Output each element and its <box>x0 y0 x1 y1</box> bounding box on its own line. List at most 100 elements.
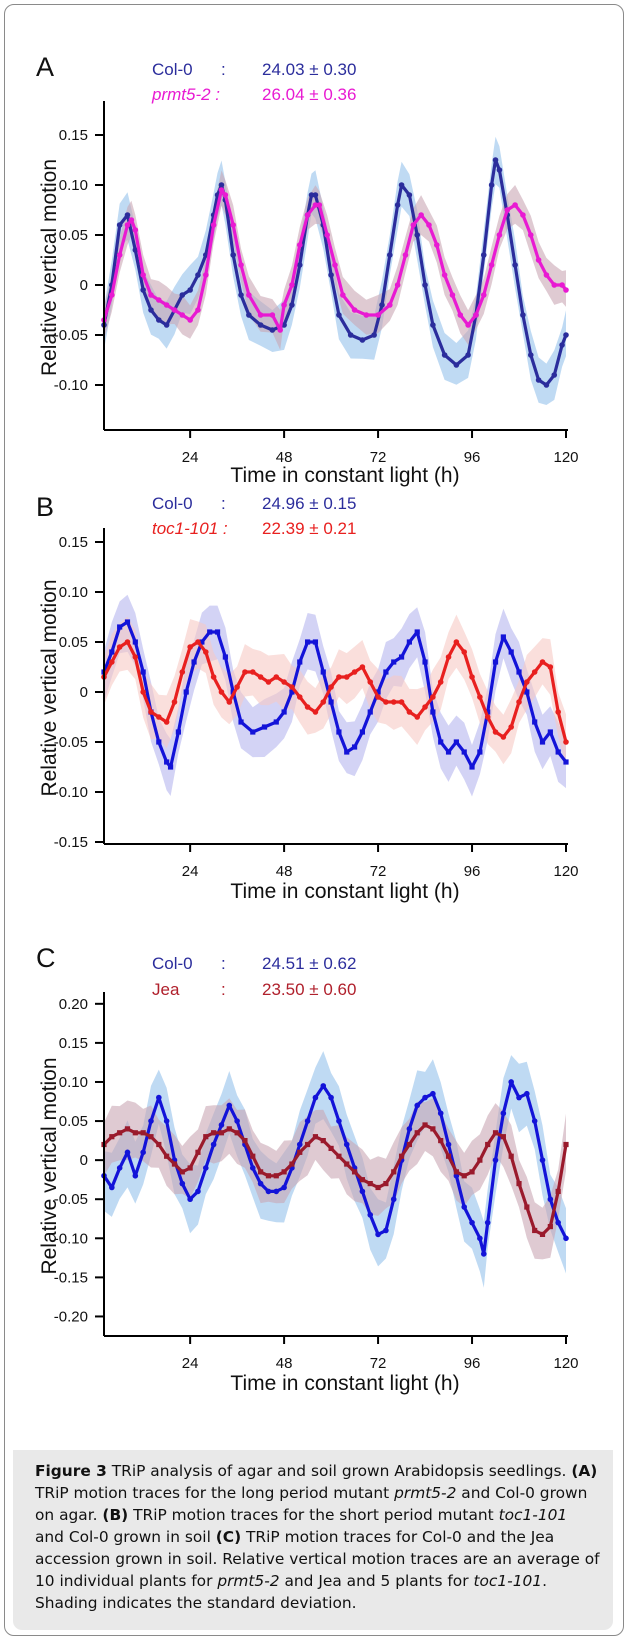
data-point <box>547 729 553 735</box>
data-point <box>199 639 205 645</box>
y-tick-label: 0.05 <box>59 227 88 244</box>
data-point <box>449 292 456 298</box>
data-point <box>179 669 186 675</box>
data-point <box>226 699 233 705</box>
data-point <box>316 202 323 208</box>
data-point <box>527 352 534 358</box>
data-point <box>328 684 334 690</box>
data-point <box>485 709 491 715</box>
data-point <box>273 1188 280 1195</box>
data-point <box>148 709 154 715</box>
data-point <box>195 272 201 278</box>
data-point <box>328 699 334 705</box>
data-point <box>242 1137 248 1144</box>
x-axis-title: Time in constant light (h) <box>230 464 459 487</box>
data-point <box>398 699 405 705</box>
data-point <box>359 337 366 343</box>
data-point <box>171 699 178 705</box>
data-point <box>492 729 499 735</box>
data-point <box>563 1235 569 1242</box>
data-point <box>555 709 561 715</box>
data-point <box>218 1130 225 1136</box>
legend-label: Col-0 <box>152 60 193 79</box>
data-point <box>226 1126 232 1132</box>
x-tick-label: 24 <box>182 863 199 880</box>
caption-c-italic-1: prmt5-2 <box>217 1572 280 1590</box>
data-point <box>230 222 237 228</box>
data-point <box>347 332 354 338</box>
data-point <box>351 669 358 675</box>
data-point <box>116 644 123 650</box>
data-point <box>320 1083 327 1089</box>
data-point <box>124 212 131 218</box>
data-point <box>167 764 174 770</box>
data-point <box>469 1219 475 1226</box>
series-markers-col-0 <box>101 1079 569 1257</box>
data-point <box>559 342 565 348</box>
data-point <box>508 1079 514 1085</box>
y-tick-label: -0.10 <box>54 1230 88 1247</box>
data-point <box>422 1094 428 1101</box>
y-tick-label: 0 <box>80 277 88 294</box>
data-point <box>148 1118 154 1124</box>
data-point <box>390 699 397 705</box>
data-point <box>218 187 225 193</box>
data-point <box>485 1141 491 1148</box>
caption-c-italic-2: toc1-101 <box>473 1572 543 1590</box>
data-point <box>430 694 436 700</box>
data-point <box>453 1169 459 1175</box>
data-point <box>461 1204 468 1210</box>
x-axis-title: Time in constant light (h) <box>230 1372 459 1395</box>
data-point <box>344 749 350 755</box>
data-point <box>438 1137 444 1144</box>
data-point <box>351 307 358 313</box>
caption-b-italic: toc1-101 <box>498 1506 568 1524</box>
data-point <box>563 759 569 765</box>
legend-value: 23.50 ± 0.60 <box>262 980 356 999</box>
y-tick-label: 0.20 <box>59 996 88 1013</box>
data-point <box>512 262 518 268</box>
data-point <box>210 674 217 680</box>
y-axis-title: Relative vertical motion <box>38 1057 61 1274</box>
data-point <box>187 317 193 323</box>
y-tick-label: 0.15 <box>59 127 88 144</box>
y-axis-title: Relative vertical motion <box>38 159 61 376</box>
data-point <box>539 1157 546 1163</box>
data-point <box>496 167 503 173</box>
data-point <box>375 1231 381 1238</box>
data-point <box>171 307 178 313</box>
data-point <box>398 1153 405 1159</box>
data-point <box>183 689 189 695</box>
data-point <box>296 694 303 700</box>
data-point <box>132 1130 138 1136</box>
data-point <box>202 272 209 278</box>
y-axis-title: Relative vertical motion <box>38 579 61 796</box>
data-point <box>140 689 146 695</box>
data-point <box>422 1122 428 1128</box>
data-point <box>304 1141 311 1148</box>
data-point <box>140 287 146 293</box>
data-point <box>195 1188 201 1195</box>
data-point <box>563 332 569 338</box>
data-point <box>312 202 319 208</box>
data-point <box>508 724 514 730</box>
data-point <box>359 664 366 670</box>
data-point <box>488 182 495 188</box>
data-point <box>249 669 256 675</box>
data-point <box>500 734 507 740</box>
data-point <box>179 292 186 298</box>
data-point <box>312 1094 319 1101</box>
y-tick-label: -0.05 <box>54 1191 88 1208</box>
data-point <box>477 749 483 755</box>
x-tick-label: 96 <box>464 863 481 880</box>
data-point <box>406 1126 413 1132</box>
data-point <box>492 157 499 163</box>
data-point <box>281 709 287 715</box>
data-point <box>156 1094 162 1101</box>
data-point <box>281 302 287 308</box>
chart-a: A 0.15 0.10 0.05 0 -0.05 -0.10 24 48 72 96 120 Time … <box>36 52 579 487</box>
data-point <box>328 1094 334 1101</box>
caption-a-text-1: TRiP motion traces for the long period m… <box>35 1484 390 1502</box>
data-point <box>273 1173 279 1179</box>
data-point <box>289 282 295 288</box>
